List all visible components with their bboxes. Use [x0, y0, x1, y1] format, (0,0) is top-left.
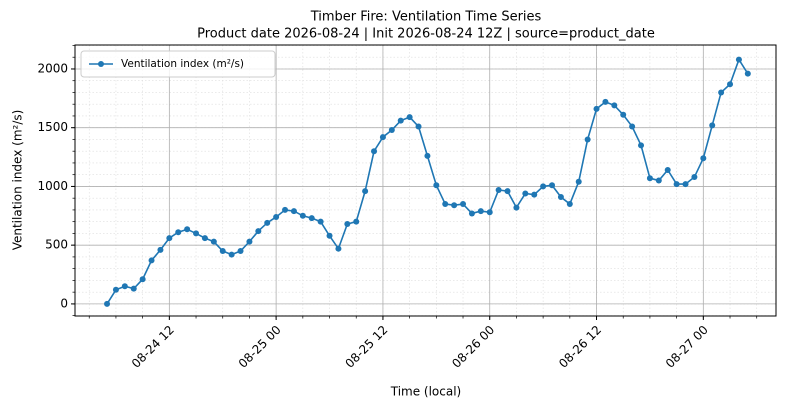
x-tick-label: 08-26 00 [449, 323, 497, 371]
data-point [139, 276, 146, 283]
data-point [344, 221, 351, 228]
data-point [255, 228, 262, 235]
data-point [522, 190, 529, 197]
data-point [335, 245, 342, 252]
x-tick-label: 08-26 12 [556, 323, 604, 371]
data-point [468, 210, 475, 217]
data-point [210, 238, 217, 245]
plot-frame [74, 44, 777, 317]
data-point [691, 174, 698, 181]
data-point [424, 152, 431, 159]
x-tick-label: 08-25 00 [236, 323, 284, 371]
data-point [629, 123, 636, 130]
data-point [130, 285, 137, 292]
data-point [121, 283, 128, 290]
y-tick-label: 500 [45, 238, 68, 252]
data-point [700, 155, 707, 162]
legend-box [80, 50, 276, 78]
y-axis-label: Ventilation index (m²/s) [11, 110, 25, 251]
data-point [237, 248, 244, 255]
data-point [415, 123, 422, 130]
data-point [282, 206, 289, 213]
data-point [673, 181, 680, 188]
data-point [593, 105, 600, 112]
data-point [246, 238, 253, 245]
x-tick-label: 08-24 12 [129, 323, 177, 371]
data-point [166, 235, 173, 242]
data-point [308, 215, 315, 222]
data-point [433, 182, 440, 189]
data-point [406, 114, 413, 121]
data-point [326, 232, 333, 239]
data-point [388, 127, 395, 134]
data-point [353, 218, 360, 225]
data-point [620, 111, 627, 118]
data-point [602, 98, 609, 105]
legend: Ventilation index (m²/s) [80, 50, 276, 78]
data-point [317, 218, 324, 225]
data-point [557, 194, 564, 201]
data-point [718, 89, 725, 96]
chart-subtitle: Product date 2026-08-24 | Init 2026-08-2… [197, 27, 655, 42]
legend-label: Ventilation index (m²/s) [121, 58, 244, 70]
data-point [646, 175, 653, 182]
data-point [540, 183, 547, 190]
data-point [104, 300, 111, 307]
data-line [106, 57, 749, 305]
data-point [201, 235, 208, 242]
data-point [744, 70, 751, 77]
data-point [193, 230, 200, 237]
data-point [638, 142, 645, 149]
data-point [397, 117, 404, 124]
data-point [477, 208, 484, 215]
data-point [504, 188, 511, 195]
data-point [299, 212, 306, 219]
data-point [460, 201, 467, 208]
data-point [273, 213, 280, 220]
data-point [575, 178, 582, 185]
data-point [362, 188, 369, 195]
data-point [371, 148, 378, 155]
data-point [566, 201, 573, 208]
chart-title: Timber Fire: Ventilation Time Series [310, 10, 542, 25]
data-point [531, 191, 538, 198]
data-point [112, 286, 119, 293]
data-point [655, 177, 662, 184]
data-point [148, 257, 155, 264]
data-point [664, 166, 671, 173]
data-point [735, 56, 742, 63]
data-point [709, 122, 716, 129]
data-point [727, 81, 734, 88]
data-point [451, 202, 458, 209]
legend-marker [98, 61, 104, 67]
data-point [264, 219, 271, 226]
data-point [228, 251, 235, 258]
data-point [584, 136, 591, 143]
data-point [290, 208, 297, 215]
data-point [486, 209, 493, 216]
data-point [611, 102, 618, 109]
x-axis-label: Time (local) [390, 385, 462, 399]
data-point [379, 134, 386, 141]
data-point [495, 186, 502, 193]
data-point [219, 248, 226, 255]
x-tick-label: 08-25 12 [342, 323, 390, 371]
y-tick-label: 1000 [37, 179, 68, 193]
y-tick-label: 0 [60, 296, 68, 310]
y-tick-label: 1500 [37, 120, 68, 134]
data-point [157, 246, 164, 253]
data-point [549, 182, 556, 189]
x-tick-label: 08-27 00 [663, 323, 711, 371]
data-point [175, 229, 182, 236]
data-point [513, 204, 520, 211]
data-point [682, 181, 689, 188]
data-point [184, 226, 191, 233]
data-point [442, 201, 449, 208]
y-tick-label: 2000 [37, 61, 68, 75]
